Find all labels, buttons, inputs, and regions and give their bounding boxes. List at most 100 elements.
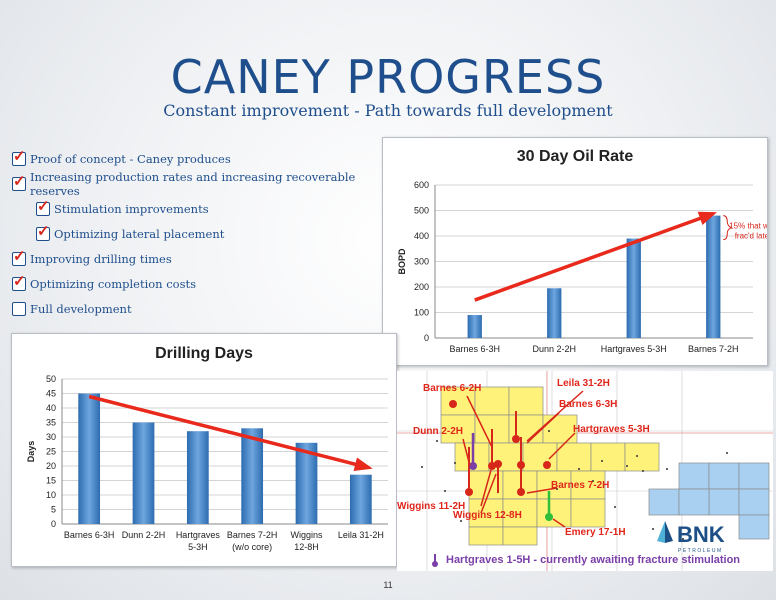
checklist-item-label: Optimizing lateral placement (54, 226, 225, 241)
well-barnes-7-2h (517, 488, 525, 496)
y-tick-label: 500 (414, 206, 429, 216)
map-label-barnes-7-2h: Barnes 7-2H (551, 480, 610, 491)
checklist-item: Full development (12, 296, 382, 321)
chart-bar (295, 442, 318, 524)
drilling-days-chart: 0 5 10 15 20 25 30 35 40 45 50 Days Barnes 6-3H Dunn … (26, 374, 388, 552)
x-tick-label: (w/o core) (232, 542, 272, 552)
x-tick-label: 12-8H (294, 542, 319, 552)
map-label-wiggins-11-2h: Wiggins 11-2H (397, 501, 466, 512)
x-tick-label: Hartgraves 5-3H (601, 344, 667, 354)
trend-arrow-line (88, 394, 370, 470)
checklist-subitem: ✓ Stimulation improvements (12, 196, 382, 221)
checklist-item-label: Stimulation improvements (54, 201, 209, 216)
map-label-hartgraves-5-3h: Hartgraves 5-3H (573, 424, 650, 435)
checkbox-checked-icon: ✓ (12, 171, 26, 191)
checkbox-checked-icon: ✓ (12, 271, 26, 291)
oil-rate-chart-panel: 30 Day Oil Rate 0 100 200 300 400 500 600 BOPD B… (382, 137, 768, 366)
checkbox-checked-icon: ✓ (12, 246, 26, 266)
checklist-item-label: Increasing production rates and increasi… (30, 169, 356, 198)
x-tick-label: Barnes 6-3H (64, 530, 115, 540)
lease-blocks-blue (648, 462, 770, 540)
checkbox-checked-icon: ✓ (12, 146, 26, 166)
well-wiggins-11-2h (465, 488, 473, 496)
checklist-item: ✓ Optimizing completion costs (12, 271, 382, 296)
y-tick-label: 0 (424, 333, 429, 343)
map-label-emery-17-1h: Emery 17-1H (565, 527, 626, 538)
x-tick-label: Dunn 2-2H (122, 530, 166, 540)
lease-map: BNK PETROLEUM (397, 371, 773, 571)
lease-blocks (440, 386, 660, 546)
bnk-logo (657, 521, 673, 543)
well-hartgraves-1-5h (469, 462, 477, 470)
x-tick-label: Dunn 2-2H (532, 344, 576, 354)
y-tick-label: 20 (46, 461, 56, 471)
chart-bar (241, 428, 264, 524)
x-tick-label: Wiggins (290, 530, 323, 540)
chart-bar (78, 393, 101, 524)
y-tick-label: 45 (46, 389, 56, 399)
trend-arrow-head (353, 457, 373, 472)
checklist-item: ✓ Proof of concept - Caney produces (12, 146, 382, 171)
x-tick-label: 5-3H (188, 542, 208, 552)
well-leila-31-2h (512, 435, 520, 443)
chart-bar (186, 431, 209, 524)
annotation-brace (723, 215, 733, 241)
map-legend-awaiting: Hartgraves 1-5H - currently awaiting fra… (446, 554, 741, 566)
y-tick-label: 600 (414, 180, 429, 190)
chart-bar (132, 422, 155, 524)
y-tick-label: 200 (414, 282, 429, 292)
map-label-dunn-2-2h: Dunn 2-2H (413, 426, 463, 437)
x-tick-label: Barnes 7-2H (227, 530, 278, 540)
trend-arrow-head (697, 211, 718, 225)
progress-checklist: ✓ Proof of concept - Caney produces ✓ In… (12, 146, 382, 321)
map-label-wiggins-12-8h: Wiggins 12-8H (453, 510, 522, 521)
y-tick-label: 25 (46, 447, 56, 457)
y-tick-label: 35 (46, 418, 56, 428)
checklist-item-label: Proof of concept - Caney produces (30, 151, 231, 166)
checklist-subitem: ✓ Optimizing lateral placement (12, 221, 382, 246)
well-emery-17-1h (545, 513, 553, 521)
checkbox-checked-icon: ✓ (36, 221, 50, 241)
y-tick-label: 30 (46, 432, 56, 442)
y-tick-label: 10 (46, 490, 56, 500)
bnk-logo-subtext: PETROLEUM (678, 548, 723, 554)
map-label-barnes-6-2h: Barnes 6-2H (423, 383, 482, 394)
checklist-item: ✓ Improving drilling times (12, 246, 382, 271)
well-barnes-6-2h (449, 400, 457, 408)
chart-bar (349, 474, 372, 524)
y-axis-title: BOPD (397, 248, 407, 275)
checklist-item-label: Improving drilling times (30, 251, 172, 266)
trend-arrow-line (474, 211, 714, 302)
well-wiggins-12-8h (494, 460, 502, 468)
y-tick-label: 40 (46, 403, 56, 413)
chart-bar (547, 288, 562, 338)
x-tick-label: Leila 31-2H (338, 530, 384, 540)
y-tick-label: 100 (414, 308, 429, 318)
checkbox-unchecked-icon (12, 301, 26, 316)
checklist-item: ✓ Increasing production rates and increa… (12, 169, 382, 198)
y-tick-label: 300 (414, 257, 429, 267)
map-label-leila-31-2h: Leila 31-2H (557, 378, 610, 389)
page-number: 11 (383, 580, 393, 590)
slide-title: CANEY PROGRESS (170, 50, 606, 104)
chart-bar (626, 238, 641, 338)
annotation-text: frac'd later (735, 232, 767, 241)
annotation-text: 15% that was (729, 222, 767, 231)
well-hartgraves-5-3h (543, 461, 551, 469)
x-tick-label: Barnes 7-2H (688, 344, 739, 354)
chart-title: Drilling Days (155, 345, 253, 362)
checklist-item-label: Optimizing completion costs (30, 276, 197, 291)
y-tick-label: 50 (46, 374, 56, 384)
drilling-days-chart-panel: Drilling Days 0 5 10 15 20 25 30 35 40 45 50 Days Ba… (11, 333, 397, 567)
y-tick-label: 5 (51, 505, 56, 515)
legend-awaiting-icon (432, 561, 438, 567)
chart-bar (467, 315, 482, 338)
x-tick-label: Hartgraves (176, 530, 221, 540)
well-barnes-6-3h (517, 461, 525, 469)
bnk-logo-text: BNK (677, 522, 725, 547)
y-tick-label: 0 (51, 519, 56, 529)
oil-rate-chart: 0 100 200 300 400 500 600 BOPD Barnes 6-3H Dunn 2… (397, 180, 767, 354)
chart-bar (706, 215, 721, 338)
callout-arrows (462, 390, 584, 528)
checkbox-checked-icon: ✓ (36, 196, 50, 216)
